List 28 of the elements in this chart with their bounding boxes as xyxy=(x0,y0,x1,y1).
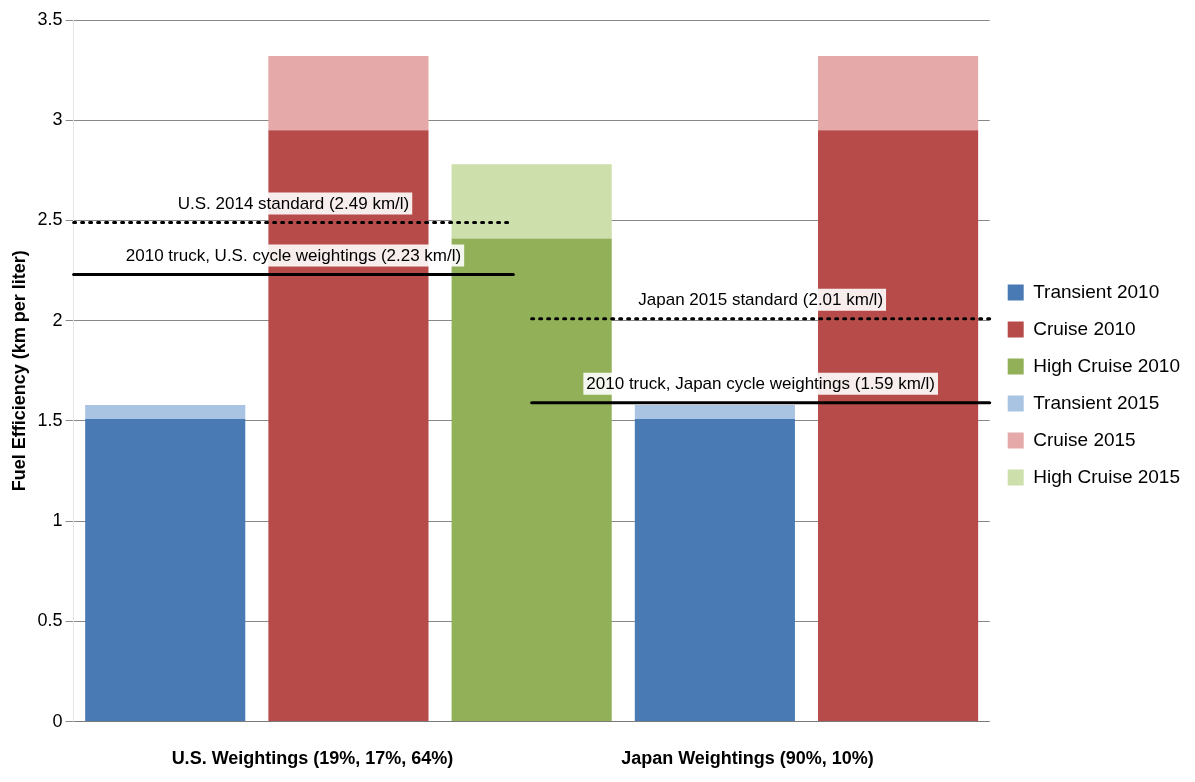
bar xyxy=(818,56,979,131)
y-tick-label: 3.5 xyxy=(37,8,63,29)
ref-line-label: Japan 2015 standard (2.01 km/l) xyxy=(638,289,884,309)
y-tick-label: 2.5 xyxy=(37,209,63,230)
legend-label: High Cruise 2015 xyxy=(1033,465,1181,487)
text: U.S. Weightings (19%, 17%, 64%) xyxy=(171,748,454,769)
bar xyxy=(85,418,246,722)
legend-label: High Cruise 2010 xyxy=(1033,354,1181,376)
legend-label: Transient 2015 xyxy=(1033,391,1160,413)
ref-line-label: U.S. 2014 standard (2.49 km/l) xyxy=(177,193,410,213)
legend-label: Transient 2010 xyxy=(1033,280,1160,302)
bar xyxy=(634,404,795,419)
bar xyxy=(634,418,795,722)
y-tick-label: 0.5 xyxy=(37,610,63,631)
legend-label: Cruise 2015 xyxy=(1033,428,1136,450)
bar xyxy=(85,404,246,419)
y-tick-label: 1 xyxy=(52,510,63,531)
ref-line-label: 2010 truck, Japan cycle weightings (1.59 km/l) xyxy=(586,374,936,394)
ref-line-label: 2010 truck, U.S. cycle weightings (2.23 km/l) xyxy=(125,245,462,265)
y-tick-label: 1.5 xyxy=(37,409,63,430)
y-tick-label: 2 xyxy=(52,309,63,330)
y-tick-label: 0 xyxy=(52,710,63,731)
bar xyxy=(451,164,612,239)
y-axis-title: Fuel Efficiency (km per liter) xyxy=(8,250,29,492)
y-tick-label: 3 xyxy=(52,109,63,130)
bar xyxy=(268,56,429,131)
legend-label: Cruise 2010 xyxy=(1033,317,1136,339)
text: Japan Weightings (90%, 10%) xyxy=(621,748,874,769)
